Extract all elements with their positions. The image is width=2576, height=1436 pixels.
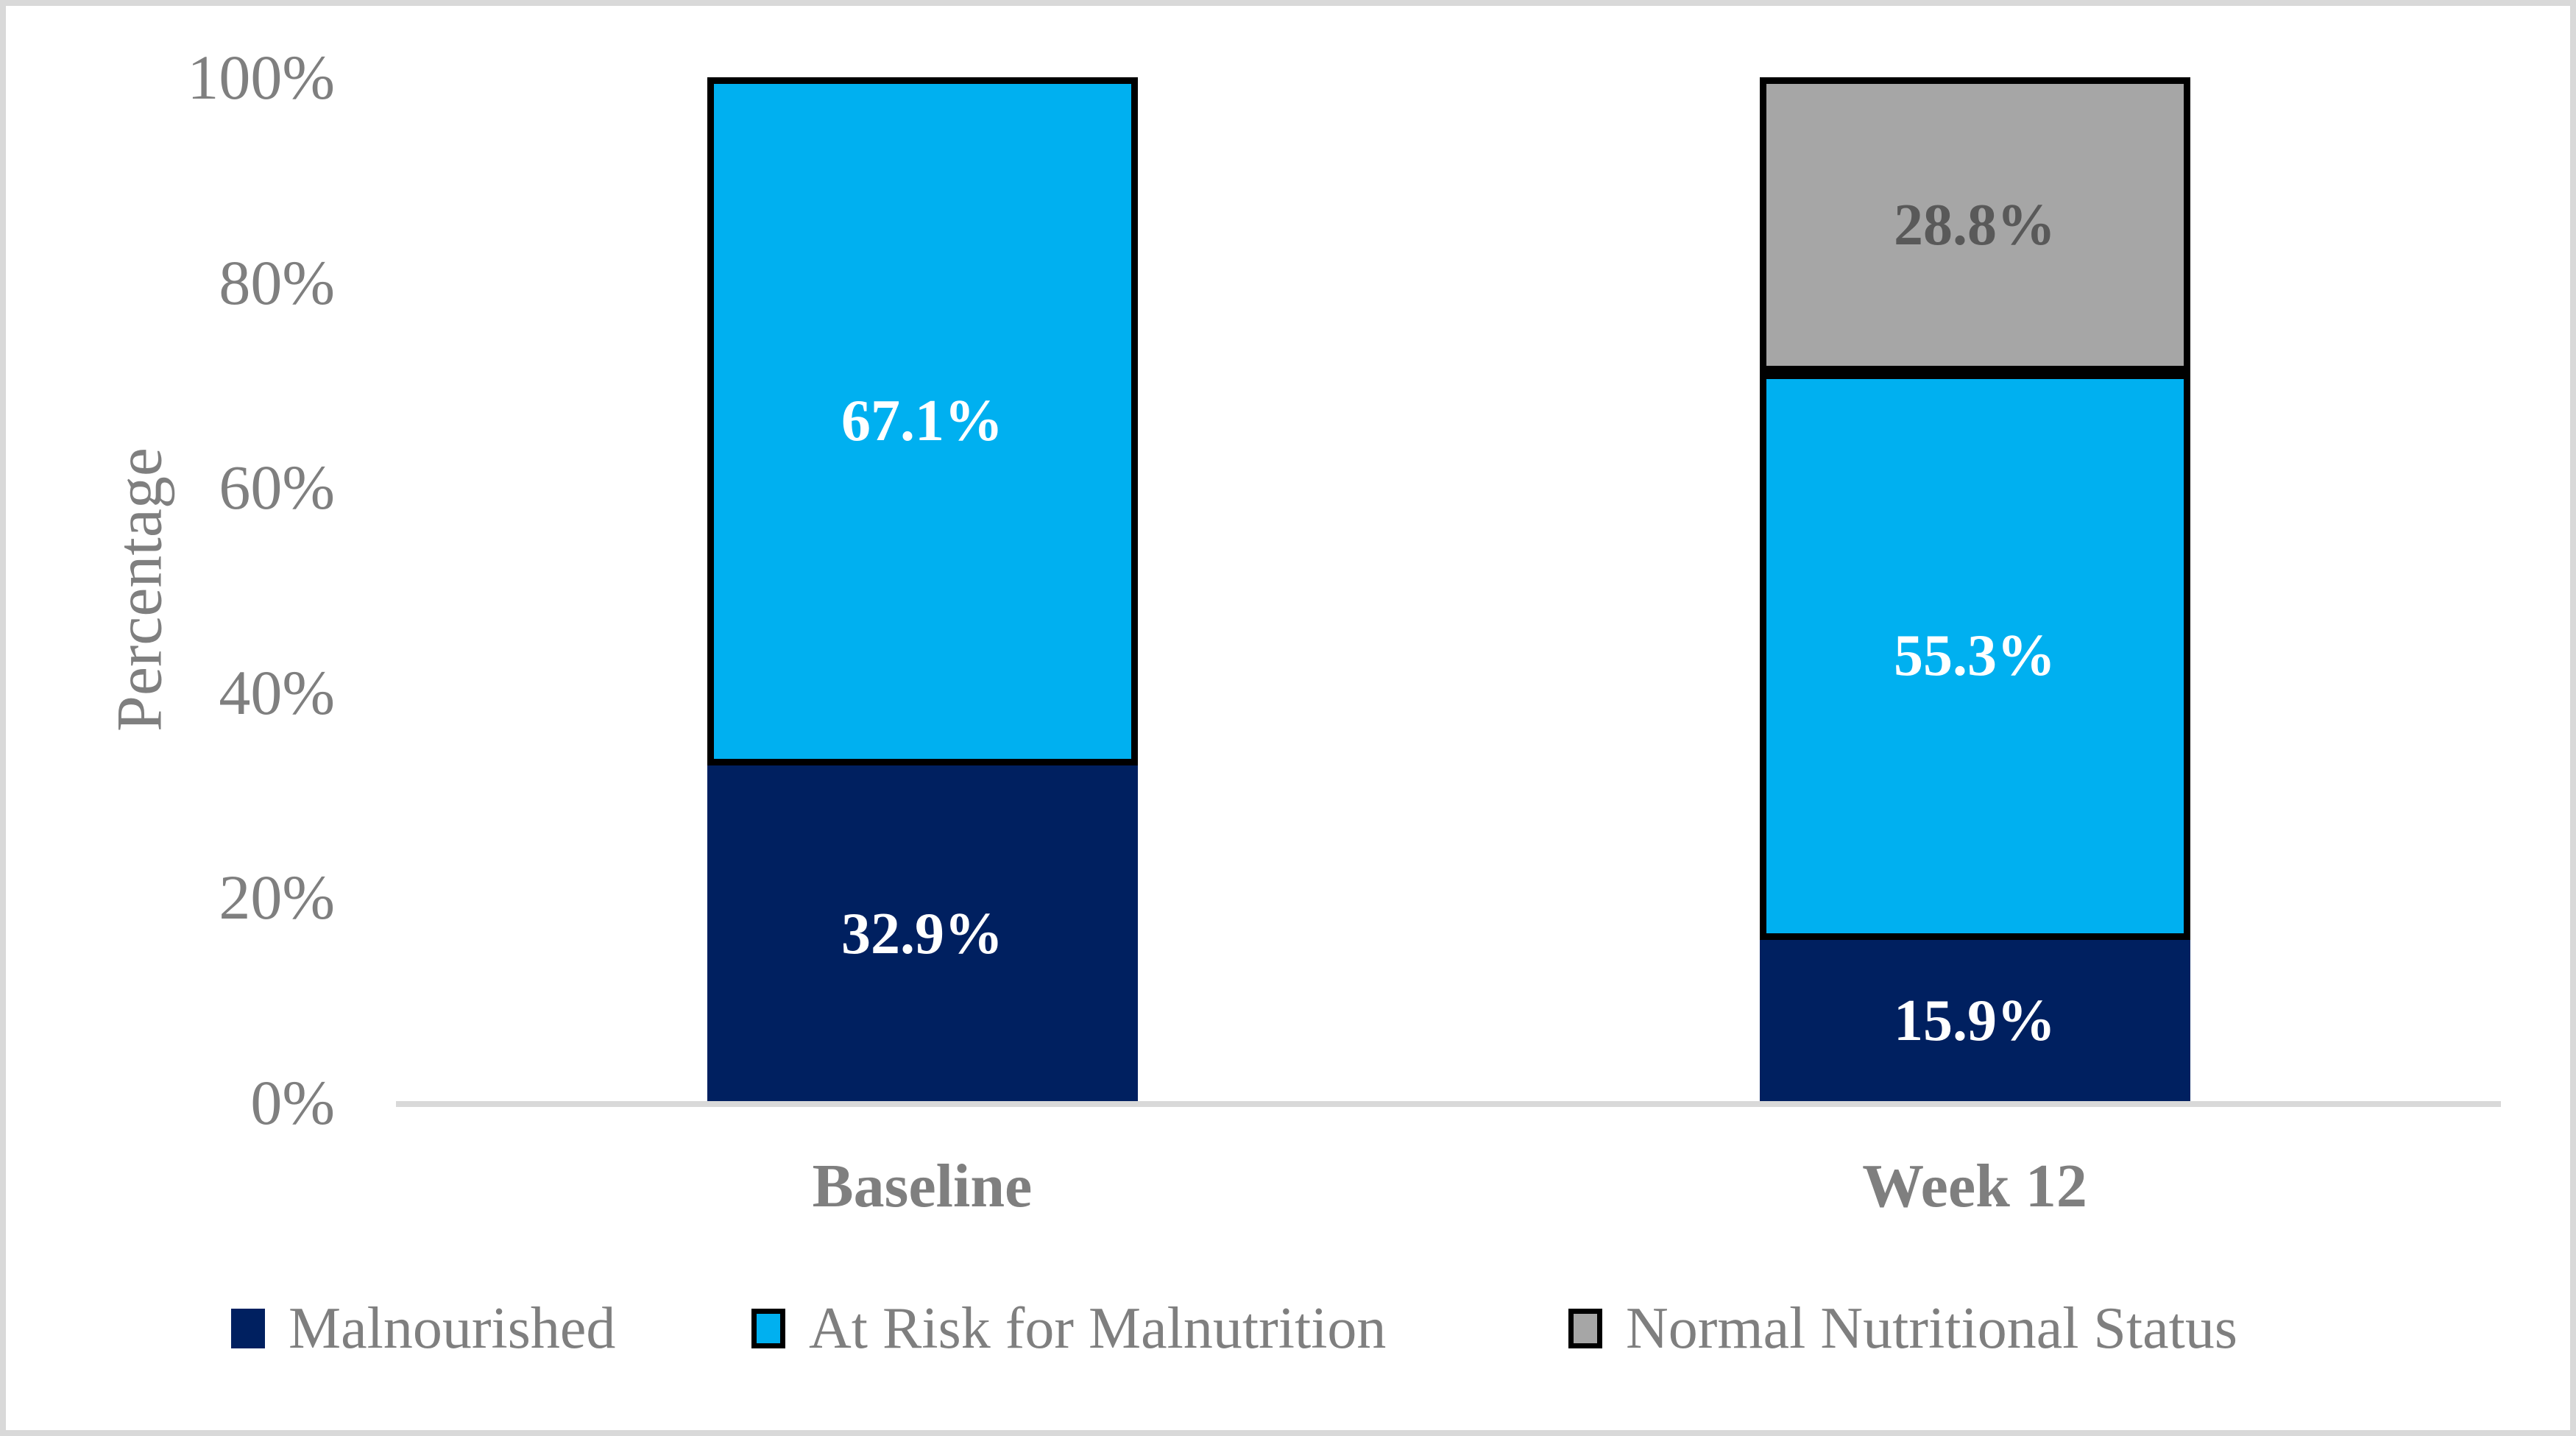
- data-label-normal-nutritional-status-week-12: 28.8%: [1894, 192, 2056, 258]
- x-category-label-week-12: Week 12: [1862, 1152, 2087, 1220]
- y-tick-label-40: 40%: [219, 657, 335, 728]
- legend-swatch-malnourished: [231, 1309, 265, 1348]
- x-category-label-baseline: Baseline: [812, 1152, 1033, 1220]
- bar-segment-at-risk-for-malnutrition-baseline: [707, 77, 1138, 765]
- data-label-at-risk-for-malnutrition-week-12: 55.3%: [1894, 623, 2056, 689]
- legend-item-at-risk-for-malnutrition: At Risk for Malnutrition: [751, 1299, 1386, 1358]
- legend-label-at-risk-for-malnutrition: At Risk for Malnutrition: [809, 1296, 1387, 1361]
- legend-label-malnourished: Malnourished: [289, 1296, 616, 1361]
- legend-item-malnourished: Malnourished: [231, 1299, 615, 1358]
- bar-segment-malnourished-week-12: [1759, 939, 2190, 1103]
- y-tick-label-0: 0%: [250, 1067, 335, 1138]
- data-label-at-risk-for-malnutrition-baseline: 67.1%: [841, 389, 1003, 454]
- bar-segment-normal-nutritional-status-week-12: [1759, 77, 2190, 373]
- bar-segment-malnourished-baseline: [707, 765, 1138, 1103]
- data-label-malnourished-week-12: 15.9%: [1894, 988, 2056, 1054]
- y-tick-label-80: 80%: [219, 247, 335, 318]
- bar-segment-at-risk-for-malnutrition-week-12: [1759, 372, 2190, 940]
- data-label-malnourished-baseline: 32.9%: [841, 901, 1003, 966]
- y-tick-label-20: 20%: [219, 862, 335, 933]
- x-axis-line: [396, 1101, 2501, 1107]
- legend-swatch-normal-nutritional-status: [1568, 1309, 1602, 1348]
- y-tick-label-100: 100%: [187, 42, 335, 113]
- y-tick-label-60: 60%: [219, 452, 335, 523]
- legend-label-normal-nutritional-status: Normal Nutritional Status: [1626, 1296, 2238, 1361]
- legend-swatch-at-risk-for-malnutrition: [751, 1309, 785, 1348]
- legend-item-normal-nutritional-status: Normal Nutritional Status: [1568, 1299, 2237, 1358]
